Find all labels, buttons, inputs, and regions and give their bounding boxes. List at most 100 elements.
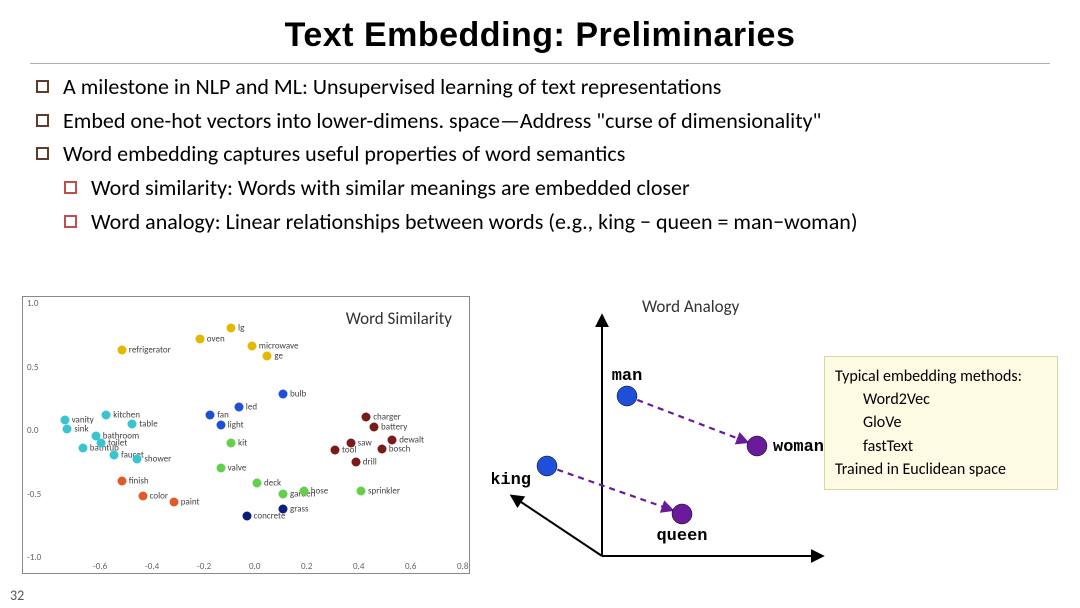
scatter-label: grass — [290, 503, 309, 514]
bullet-item: A milestone in NLP and ML: Unsupervised … — [36, 72, 1050, 102]
scatter-point — [97, 438, 106, 447]
bullet-icon — [36, 114, 49, 127]
y-tick-label: 0.5 — [27, 362, 38, 373]
x-tick-label: -0.2 — [197, 561, 211, 572]
analogy-label: woman — [773, 438, 824, 457]
x-tick-label: -0.4 — [145, 561, 159, 572]
axis-y — [512, 496, 602, 556]
bullet-icon — [64, 215, 77, 228]
scatter-label: table — [139, 418, 158, 429]
scatter-label: hose — [311, 485, 328, 496]
y-tick-label: 0.0 — [27, 425, 38, 436]
x-tick-label: -0.6 — [93, 561, 107, 572]
scatter-label: shower — [144, 454, 171, 465]
scatter-point — [370, 423, 379, 432]
scatter-label: concrete — [254, 511, 286, 522]
scatter-point — [362, 413, 371, 422]
scatter-label: tool — [342, 445, 356, 456]
scatter-point — [227, 324, 236, 333]
bullet-item: Word embedding captures useful propertie… — [36, 139, 1050, 169]
analogy-diagram: man woman king queen — [492, 296, 832, 586]
scatter-point — [216, 420, 225, 429]
content-row: -1.0-0.50.00.51.0-0.6-0.4-0.20.00.20.40.… — [22, 296, 1058, 602]
bullet-text: A milestone in NLP and ML: Unsupervised … — [63, 72, 721, 102]
scatter-label: kit — [238, 437, 247, 448]
x-tick-label: 0.6 — [405, 561, 416, 572]
scatter-point — [299, 486, 308, 495]
scatter-point — [195, 334, 204, 343]
scatter-point — [357, 486, 366, 495]
methods-item: Word2Vec — [835, 388, 1047, 411]
scatter-caption: Word Similarity — [346, 308, 452, 329]
scatter-label: saw — [358, 437, 372, 448]
scatter-point — [279, 489, 288, 498]
scatter-label: led — [246, 402, 257, 413]
scatter-label: sink — [74, 423, 88, 434]
scatter-point — [247, 342, 256, 351]
bullet-text: Word analogy: Linear relationships betwe… — [91, 207, 858, 237]
bullet-text: Word similarity: Words with similar mean… — [91, 173, 690, 203]
analogy-panel: Word Analogy man woman king queen — [492, 296, 832, 586]
slide: Text Embedding: Preliminaries A mileston… — [0, 0, 1080, 608]
scatter-label: refrigerator — [129, 344, 171, 355]
x-tick-label: 0.2 — [301, 561, 312, 572]
bullet-item: Embed one-hot vectors into lower-dimens.… — [36, 106, 1050, 136]
scatter-label: bosch — [389, 444, 411, 455]
scatter-point — [169, 498, 178, 507]
slide-number: 32 — [10, 587, 24, 604]
x-tick-label: 0.0 — [249, 561, 260, 572]
scatter-label: color — [150, 491, 168, 502]
bullet-item-sub: Word similarity: Words with similar mean… — [64, 173, 1050, 203]
analogy-label: king — [492, 471, 531, 490]
bullet-item-sub: Word analogy: Linear relationships betwe… — [64, 207, 1050, 237]
bullet-text: Word embedding captures useful propertie… — [63, 139, 625, 169]
methods-item: GloVe — [835, 411, 1047, 434]
scatter-label: paint — [181, 497, 200, 508]
analogy-label: man — [612, 367, 643, 386]
scatter-point — [128, 419, 137, 428]
scatter-label: valve — [228, 463, 247, 474]
scatter-point — [63, 424, 72, 433]
x-tick-label: 0.4 — [353, 561, 364, 572]
scatter-point — [117, 345, 126, 354]
scatter-label: ge — [274, 351, 283, 362]
scatter-label: oven — [207, 333, 225, 344]
methods-footer: Trained in Euclidean space — [835, 458, 1047, 481]
scatter-panel: -1.0-0.50.00.51.0-0.6-0.4-0.20.00.20.40.… — [22, 296, 482, 586]
scatter-label: finish — [129, 475, 149, 486]
methods-header: Typical embedding methods: — [835, 365, 1047, 388]
scatter-label: kitchen — [113, 409, 140, 420]
y-tick-label: 1.0 — [27, 298, 38, 309]
scatter-point — [242, 512, 251, 521]
scatter-point — [234, 403, 243, 412]
scatter-point — [117, 476, 126, 485]
scatter-label: lg — [238, 323, 244, 334]
scatter-label: light — [228, 419, 244, 430]
scatter-label: bulb — [290, 389, 306, 400]
scatter-label: deck — [264, 478, 281, 489]
scatter-point — [279, 390, 288, 399]
bullet-list: A milestone in NLP and ML: Unsupervised … — [30, 72, 1050, 236]
bullet-text: Embed one-hot vectors into lower-dimens.… — [63, 106, 821, 136]
scatter-label: sprinkler — [368, 485, 400, 496]
methods-box: Typical embedding methods: Word2Vec GloV… — [824, 356, 1058, 490]
scatter-point — [102, 410, 111, 419]
scatter-point — [377, 445, 386, 454]
y-tick-label: -0.5 — [27, 489, 41, 500]
scatter-point — [110, 451, 119, 460]
scatter-point — [253, 479, 262, 488]
bullet-icon — [64, 181, 77, 194]
scatter-point — [206, 410, 215, 419]
scatter-label: toilet — [108, 437, 127, 448]
scatter-point — [331, 446, 340, 455]
slide-title: Text Embedding: Preliminaries — [30, 10, 1050, 63]
scatter-point — [78, 443, 87, 452]
bullet-icon — [36, 147, 49, 160]
analogy-caption: Word Analogy — [642, 296, 739, 317]
scatter-point — [138, 492, 147, 501]
analogy-label: queen — [656, 527, 707, 546]
x-tick-label: 0.8 — [457, 561, 468, 572]
scatter-point — [263, 352, 272, 361]
scatter-label: drill — [363, 456, 377, 467]
scatter-point — [351, 457, 360, 466]
